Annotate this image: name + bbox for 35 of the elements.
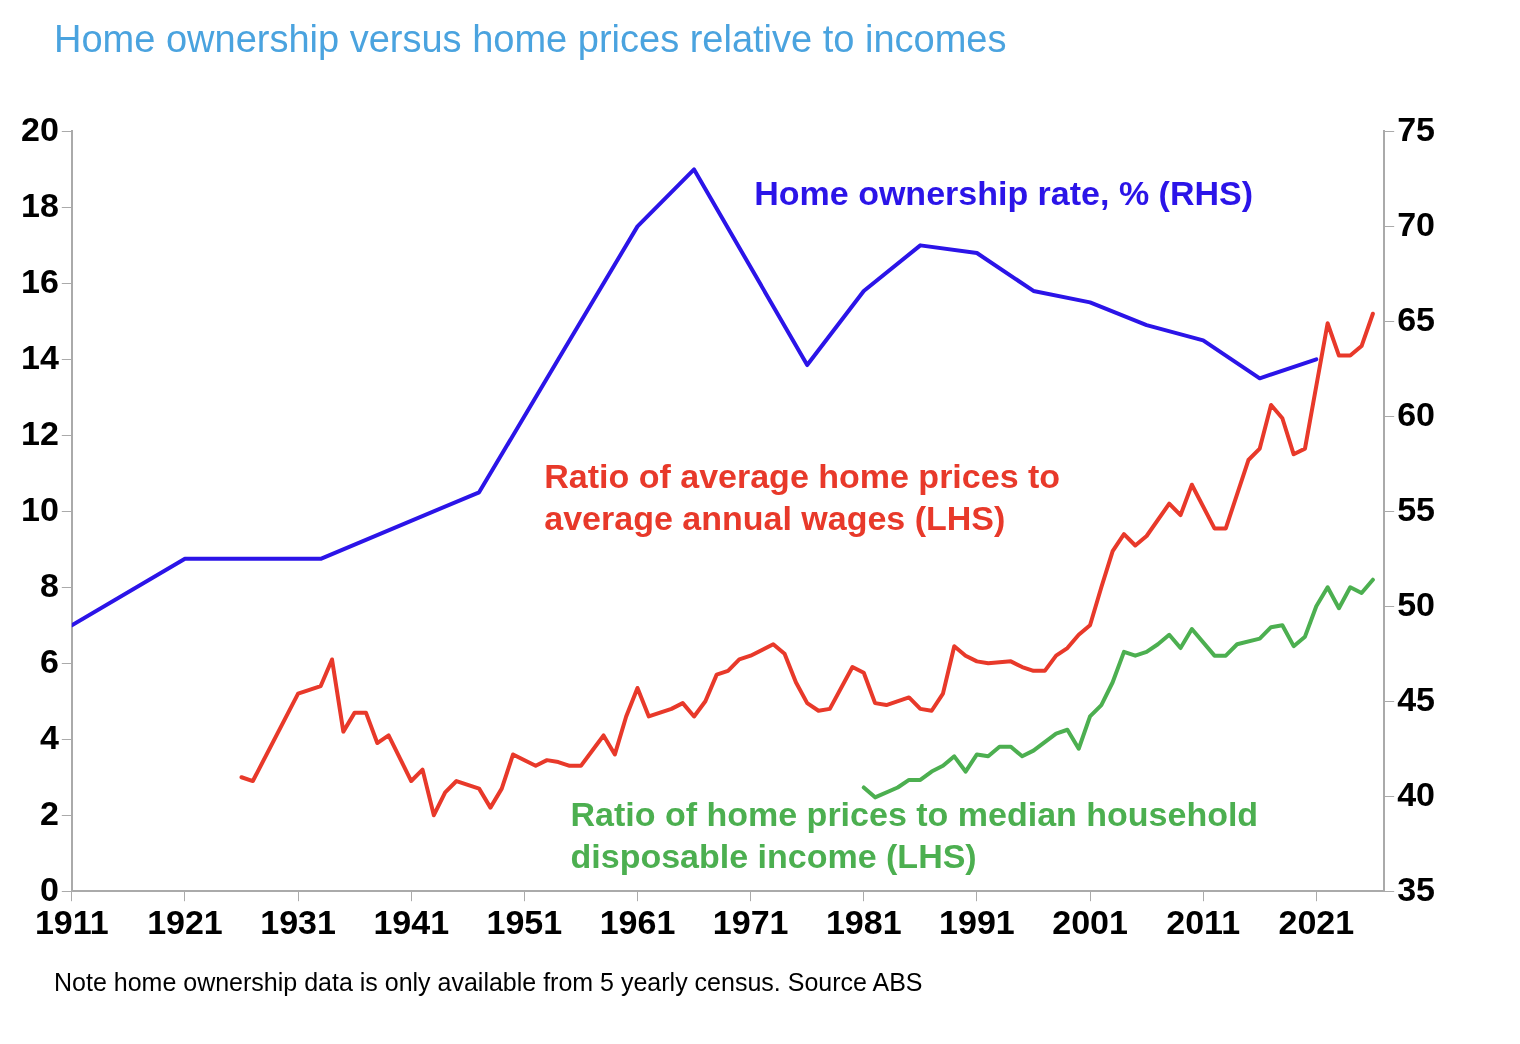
series-label: Ratio of average home prices to average annual wages (LHS) xyxy=(544,457,1061,538)
x-tick-label: 1921 xyxy=(147,902,223,941)
y-tick-label: 6 xyxy=(39,641,59,680)
y-tick-label: 16 xyxy=(20,261,59,300)
y-tick-label: 2 xyxy=(39,793,59,832)
series-label: Ratio of home prices to median household disposable income (LHS) xyxy=(570,795,1259,876)
y-tick-label: 8 xyxy=(39,565,59,604)
x-tick-label: 2001 xyxy=(1052,902,1128,941)
x-tick-label: 1931 xyxy=(260,902,336,941)
y2-tick-label: 65 xyxy=(1397,299,1436,338)
y-tick-label: 20 xyxy=(20,109,59,148)
y-tick-label: 10 xyxy=(20,489,59,528)
x-tick-label: 1961 xyxy=(599,902,676,941)
y2-tick-label: 50 xyxy=(1397,584,1436,623)
y2-tick-label: 35 xyxy=(1397,869,1436,908)
text: Note home ownership data is only available from 5 yearly census. Source ABS xyxy=(53,967,924,997)
x-tick-label: 1991 xyxy=(939,902,1015,941)
y-tick-label: 18 xyxy=(20,185,59,224)
y-tick-label: 14 xyxy=(20,337,59,376)
y-tick-label: 4 xyxy=(39,717,59,756)
chart-title: Home ownership versus home prices relative to incomes xyxy=(53,17,1008,62)
y2-tick-label: 75 xyxy=(1397,109,1436,148)
x-tick-label: 1951 xyxy=(486,902,563,941)
x-tick-label: 1981 xyxy=(825,902,902,941)
y2-tick-label: 45 xyxy=(1397,679,1436,718)
x-tick-label: 2011 xyxy=(1166,902,1241,941)
y2-tick-label: 40 xyxy=(1397,774,1436,813)
x-tick-label: 1941 xyxy=(373,902,450,941)
y-tick-label: 12 xyxy=(20,413,59,452)
x-tick-label: 2021 xyxy=(1278,902,1355,941)
y2-tick-label: 60 xyxy=(1397,394,1436,433)
y2-tick-label: 70 xyxy=(1397,204,1436,243)
series-label: Home ownership rate, % (RHS) xyxy=(754,174,1253,213)
x-tick-label: 1971 xyxy=(712,902,789,941)
y2-tick-label: 55 xyxy=(1397,489,1436,528)
